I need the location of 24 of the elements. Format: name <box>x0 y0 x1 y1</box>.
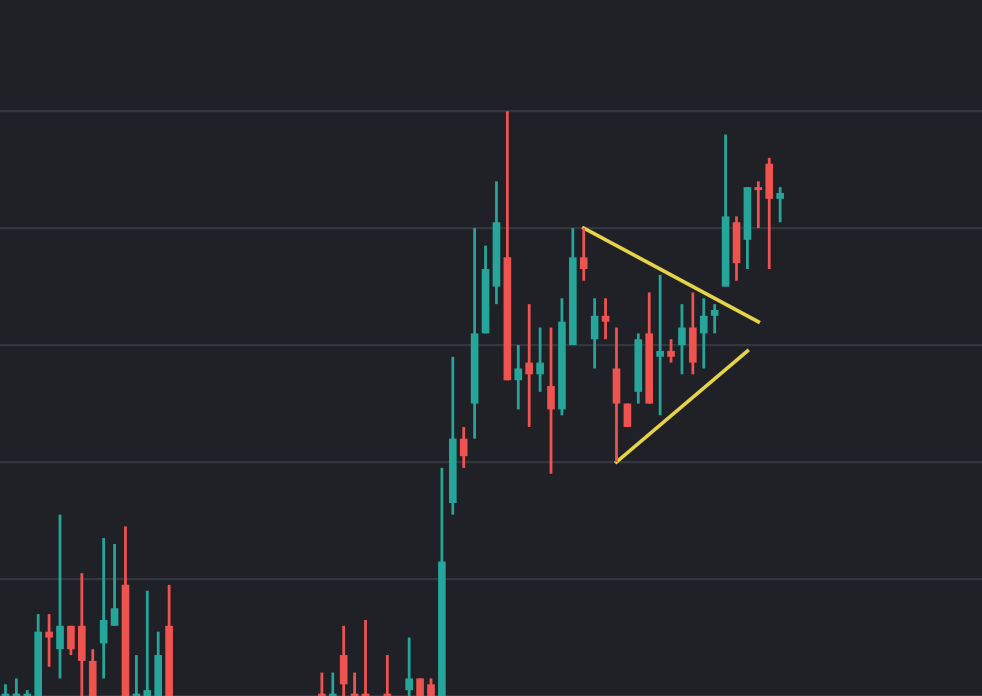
candlestick <box>536 326 544 394</box>
candlestick <box>689 291 697 376</box>
candlestick <box>45 612 53 669</box>
candlestick <box>601 296 610 341</box>
candlestick <box>678 302 686 376</box>
candlestick <box>776 185 784 224</box>
candlestick <box>339 624 348 696</box>
candlestick <box>667 337 675 365</box>
candlestick <box>525 302 534 429</box>
candlestick <box>710 302 719 335</box>
candlestick <box>732 215 741 283</box>
candlestick <box>56 513 64 680</box>
candlestick <box>405 636 413 696</box>
candlestick <box>590 296 599 370</box>
candlestick <box>612 326 621 464</box>
candlestick <box>579 226 588 283</box>
candlestick <box>459 425 468 470</box>
candlestick <box>699 296 708 370</box>
candlestick <box>514 343 523 411</box>
candlestick <box>99 536 108 680</box>
candlestick <box>656 273 664 417</box>
candlestick <box>88 647 97 696</box>
candlestick <box>547 326 555 476</box>
candlestick <box>110 542 119 628</box>
